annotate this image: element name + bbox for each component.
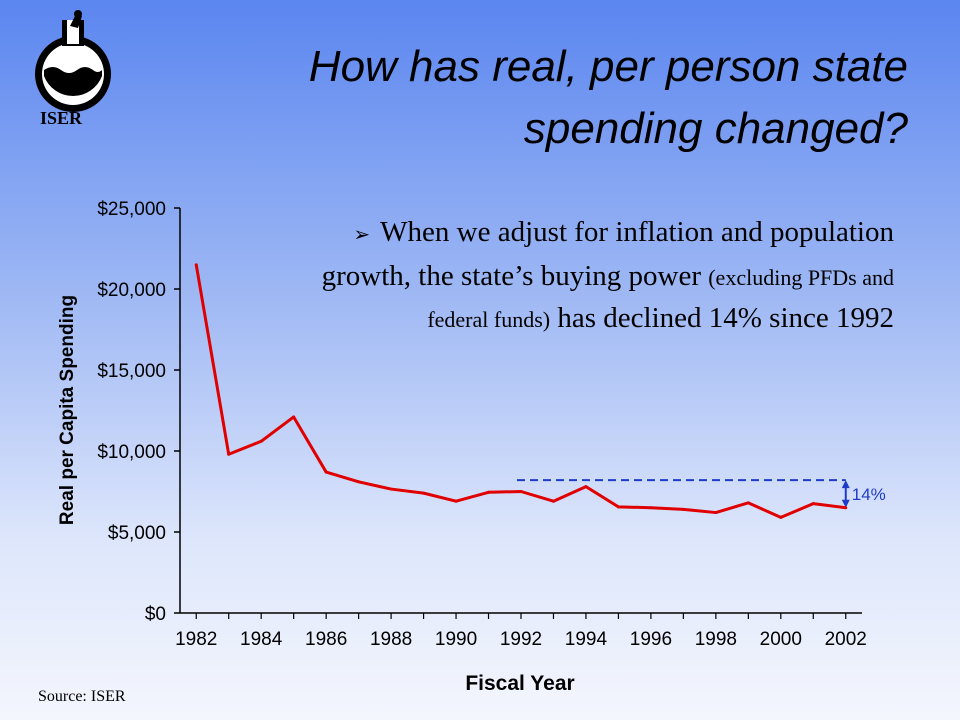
decline-annotation-label: 14% [852, 485, 886, 504]
data-point [714, 511, 718, 515]
x-tick-label: 2000 [760, 629, 802, 650]
y-tick-label: $0 [145, 604, 166, 625]
data-point [649, 506, 653, 510]
bullet-text-conclusion: has declined 14% since 1992 [557, 302, 894, 334]
x-tick-label: 1990 [435, 629, 477, 650]
bullet-arrow-icon: ➢ [353, 224, 371, 246]
data-point [746, 501, 750, 505]
y-tick-label: $25,000 [97, 199, 166, 220]
data-point [519, 490, 523, 493]
data-point [584, 485, 588, 489]
y-tick-label: $20,000 [97, 280, 166, 301]
data-point [616, 505, 620, 509]
iser-logo-icon [35, 10, 111, 112]
source-note: Source: ISER [38, 688, 126, 705]
x-tick-label: 1984 [240, 629, 283, 650]
data-point [487, 490, 491, 494]
x-tick-label: 1988 [370, 629, 412, 650]
data-point [227, 452, 231, 456]
data-point [357, 480, 361, 484]
data-point [811, 502, 815, 506]
x-axis-title: Fiscal Year [465, 672, 574, 695]
data-point [194, 263, 198, 267]
data-point [454, 499, 458, 503]
x-tick-label: 1986 [305, 629, 347, 650]
y-axis-title: Real per Capita Spending [57, 295, 78, 525]
bullet-text-note: (excluding PFDs and federal funds) [427, 265, 894, 332]
data-point [779, 515, 783, 519]
data-point [844, 506, 848, 510]
x-tick-label: 2002 [825, 629, 867, 650]
x-tick-label: 1996 [630, 629, 672, 650]
x-tick-label: 1992 [500, 629, 542, 650]
data-point [324, 470, 328, 474]
page-title-line-2: spending changed? [523, 104, 908, 153]
decline-arrow [841, 480, 850, 508]
x-tick-label: 1994 [565, 629, 608, 650]
x-tick-label: 1982 [175, 629, 217, 650]
data-point [259, 439, 263, 443]
key-finding-bullet: ➢ When we adjust for inflation and popula… [262, 212, 894, 340]
logo-text: ISER [40, 108, 83, 128]
bullet-text-main: When we adjust for inflation and populat… [321, 216, 894, 292]
y-tick-label: $10,000 [97, 442, 166, 463]
page-title-line-1: How has real, per person state [308, 42, 908, 91]
data-point [681, 507, 685, 511]
data-point [389, 487, 393, 491]
data-point [551, 499, 555, 503]
data-point [422, 491, 426, 495]
y-tick-label: $15,000 [97, 361, 166, 382]
y-tick-label: $5,000 [108, 523, 166, 544]
data-point [292, 415, 296, 419]
x-tick-label: 1998 [695, 629, 737, 650]
